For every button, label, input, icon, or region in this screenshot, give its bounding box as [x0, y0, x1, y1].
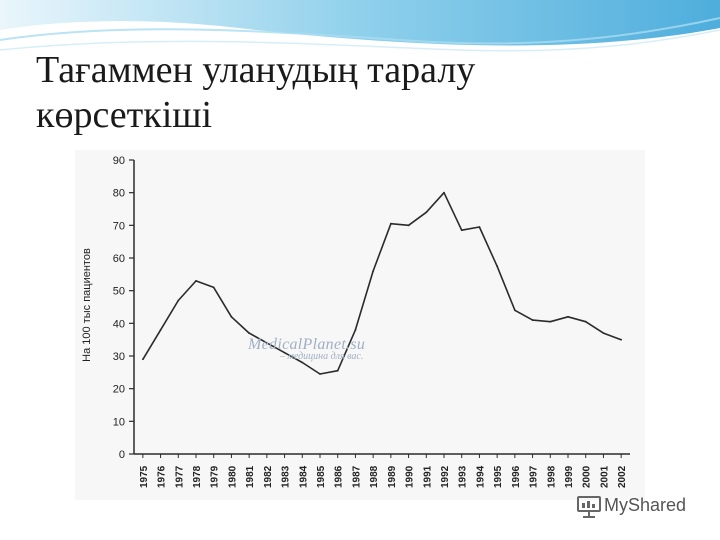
- y-tick-label: 0: [119, 449, 125, 461]
- y-tick-label: 50: [113, 286, 125, 298]
- x-tick-label: 1984: [298, 465, 309, 488]
- x-tick-label: 2001: [599, 465, 610, 488]
- y-tick-label: 80: [113, 188, 125, 200]
- data-point: [301, 361, 304, 364]
- watermark-subtitle: – медицина для вас.: [280, 351, 364, 362]
- data-point: [141, 358, 144, 361]
- y-tick-label: 20: [113, 384, 125, 396]
- data-point: [336, 369, 339, 372]
- data-point: [354, 328, 357, 331]
- x-tick-label: 1976: [157, 465, 168, 488]
- x-tick-label: 1980: [227, 465, 238, 488]
- x-tick-label: 2002: [617, 465, 628, 488]
- slide-title-line-2: көрсеткіші: [36, 94, 213, 136]
- data-point: [620, 338, 623, 341]
- watermark: MedicalPlanet.su – медицина для вас.: [240, 336, 400, 366]
- x-tick-label: 2000: [582, 465, 593, 488]
- data-point: [212, 286, 215, 289]
- y-tick-label: 10: [113, 416, 125, 428]
- y-tick-label: 60: [113, 253, 125, 265]
- data-point: [443, 191, 445, 194]
- x-tick-label: 1981: [245, 465, 256, 488]
- y-tick-label: 90: [113, 155, 125, 167]
- x-tick-label: 1993: [458, 465, 469, 488]
- slide-title: Тағаммен уланудың таралу көрсеткіші: [36, 48, 636, 138]
- series-path: [142, 191, 622, 375]
- x-tick-label: 1983: [281, 465, 292, 488]
- data-point: [602, 332, 605, 335]
- x-tick-label: 1978: [192, 465, 203, 488]
- series-line: [141, 191, 623, 375]
- x-tick-label: 1995: [493, 465, 504, 488]
- data-point: [177, 299, 180, 302]
- data-point: [584, 320, 587, 323]
- data-point: [389, 222, 392, 225]
- x-tick-label: 1992: [440, 465, 451, 488]
- data-point: [478, 226, 481, 228]
- data-point: [513, 309, 516, 312]
- data-point: [496, 265, 499, 268]
- data-point: [265, 342, 268, 344]
- data-point: [407, 224, 410, 227]
- data-point: [372, 270, 375, 272]
- x-tick-label: 1998: [546, 465, 557, 488]
- watermark-title: MedicalPlanet.su: [248, 336, 366, 353]
- x-tick-label: 1986: [334, 465, 345, 488]
- y-axis: 0 10 20 30 40 50 60 70 80 90: [113, 155, 135, 461]
- data-point: [549, 320, 552, 323]
- data-point: [460, 229, 463, 232]
- data-point: [248, 332, 251, 335]
- brand-logo: MyShared: [576, 492, 706, 520]
- x-tick-label: 1975: [139, 465, 150, 488]
- y-tick-label: 30: [113, 351, 125, 363]
- slide-title-line-1: Тағаммен уланудың таралу: [36, 49, 476, 91]
- x-tick-label: 1988: [369, 465, 380, 488]
- x-tick-label: 1979: [210, 465, 221, 488]
- x-axis: 1975 1976 1977 1978 1979 1980 1981 1982 1983 1984…: [134, 453, 630, 488]
- x-tick-label: 1982: [263, 465, 274, 488]
- data-point: [531, 319, 534, 321]
- x-tick-label: 1989: [387, 465, 398, 488]
- x-tick-label: 1977: [174, 465, 185, 488]
- x-tick-label: 1990: [405, 465, 416, 488]
- chart-canvas: 0 10 20 30 40 50 60 70 80 90 1975 1976 1977 1978 1979…: [75, 150, 645, 500]
- y-tick-label: 40: [113, 318, 125, 330]
- header-wave-decoration: [0, 0, 720, 52]
- x-tick-label: 1987: [351, 465, 362, 488]
- line-chart: 0 10 20 30 40 50 60 70 80 90 1975 1976 1977 1978 1979…: [75, 150, 645, 500]
- x-tick-label: 1991: [422, 465, 433, 488]
- x-tick-label: 1994: [475, 465, 486, 488]
- data-point: [195, 279, 197, 282]
- data-point: [159, 328, 162, 331]
- data-point: [425, 211, 428, 214]
- brand-name: MyShared: [604, 495, 687, 515]
- y-tick-label: 70: [113, 220, 125, 232]
- chart-background: [75, 150, 645, 500]
- data-point: [567, 315, 569, 318]
- x-tick-label: 1999: [564, 465, 575, 488]
- x-tick-label: 1996: [511, 465, 522, 488]
- data-point: [230, 315, 233, 318]
- data-point: [319, 373, 321, 375]
- x-tick-label: 1997: [529, 465, 540, 488]
- data-point: [283, 351, 286, 354]
- presentation-board-icon: [577, 496, 601, 518]
- y-axis-label: На 100 тыс пациентов: [81, 248, 93, 362]
- x-tick-label: 1985: [316, 465, 327, 488]
